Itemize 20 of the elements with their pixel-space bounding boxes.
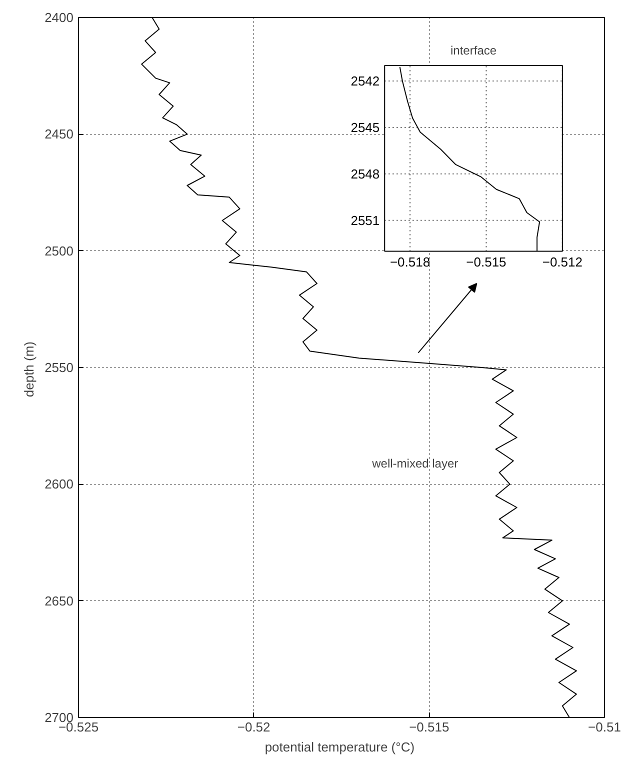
y-tick-label: 2550 [44, 360, 74, 375]
y-tick-label: 2600 [44, 476, 74, 492]
y-tick-label: 2542 [350, 74, 380, 88]
y-tick-label: 2400 [44, 10, 74, 25]
x-tick-label: −0.518 [390, 254, 430, 270]
x-tick-label: −0.515 [466, 254, 506, 270]
x-tick-label: −0.515 [409, 720, 450, 734]
x-tick-label: −0.52 [237, 720, 270, 734]
y-axis-title: depth (m) [22, 341, 37, 398]
y-tick-label: 2450 [44, 126, 74, 142]
y-tick-label: 2500 [44, 243, 74, 258]
y-tick-label: 2545 [350, 120, 380, 135]
y-tick-label: 2551 [350, 212, 380, 228]
annotation: well-mixed layer [371, 456, 458, 470]
x-tick-label: −0.51 [588, 720, 621, 734]
y-tick-label: 2650 [44, 593, 74, 608]
x-tick-label: −0.512 [542, 254, 582, 270]
chart-title: interface [450, 44, 497, 58]
x-axis-title: potential temperature (°C) [264, 740, 415, 754]
y-tick-label: 2548 [350, 166, 380, 182]
